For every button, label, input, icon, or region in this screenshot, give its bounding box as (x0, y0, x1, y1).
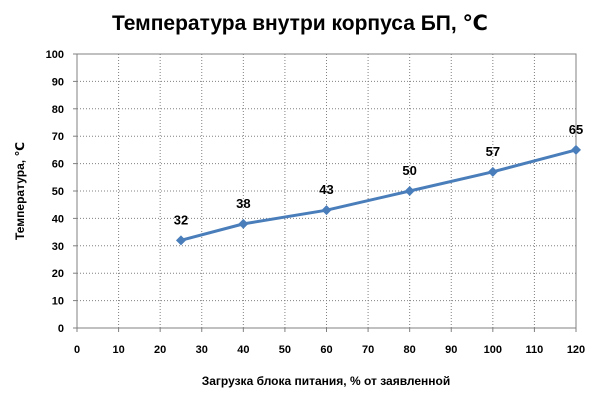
data-point-marker (238, 218, 249, 229)
data-labels: 32 38 43 50 57 65 (174, 122, 584, 227)
y-tick-label: 20 (52, 268, 64, 280)
y-axis-title: Температура, ℃ (13, 142, 27, 240)
y-tick-label: 0 (58, 323, 64, 335)
y-tick-label: 70 (52, 131, 64, 143)
grid (77, 54, 576, 328)
x-axis-title: Загрузка блока питания, % от заявленной (202, 374, 451, 388)
data-value-label: 57 (486, 144, 500, 159)
series-line (179, 148, 578, 242)
chart-title: Температура внутри корпуса БП, ℃ (112, 12, 488, 35)
x-tick-label: 50 (279, 344, 291, 356)
data-value-label: 32 (174, 212, 188, 227)
y-tick-label: 50 (52, 186, 64, 198)
x-tick-label: 120 (567, 344, 585, 356)
x-tick-label: 30 (196, 344, 208, 356)
y-tick-label: 60 (52, 159, 64, 171)
x-tick-label: 40 (237, 344, 249, 356)
x-tick-label: 100 (484, 344, 502, 356)
data-value-label: 65 (569, 122, 583, 137)
y-tick-label: 90 (52, 76, 64, 88)
x-tick-label: 70 (362, 344, 374, 356)
x-tick-label: 80 (404, 344, 416, 356)
y-tick-label: 80 (52, 104, 64, 116)
x-tick-label: 110 (526, 344, 544, 356)
y-tick-label: 30 (52, 241, 64, 253)
x-tick-label: 0 (74, 344, 80, 356)
x-tick-label: 20 (154, 344, 166, 356)
data-point-marker (175, 235, 186, 246)
data-point-marker (487, 166, 498, 177)
data-value-label: 50 (402, 163, 416, 178)
data-value-label: 38 (236, 196, 250, 211)
data-series (175, 144, 581, 246)
x-tick-label: 10 (112, 344, 124, 356)
y-axis-ticks: 0 10 20 30 40 50 60 70 80 90 100 (46, 49, 77, 335)
y-tick-label: 10 (52, 296, 64, 308)
data-point-marker (404, 186, 415, 196)
x-tick-label: 60 (320, 344, 332, 356)
data-value-label: 43 (319, 182, 333, 197)
x-tick-label: 90 (445, 344, 457, 356)
data-point-marker (571, 144, 581, 155)
y-tick-label: 100 (46, 49, 64, 61)
x-axis-ticks: 0 10 20 30 40 50 60 70 80 90 100 110 120 (74, 328, 585, 356)
y-tick-label: 40 (52, 213, 64, 225)
data-point-marker (321, 205, 332, 216)
